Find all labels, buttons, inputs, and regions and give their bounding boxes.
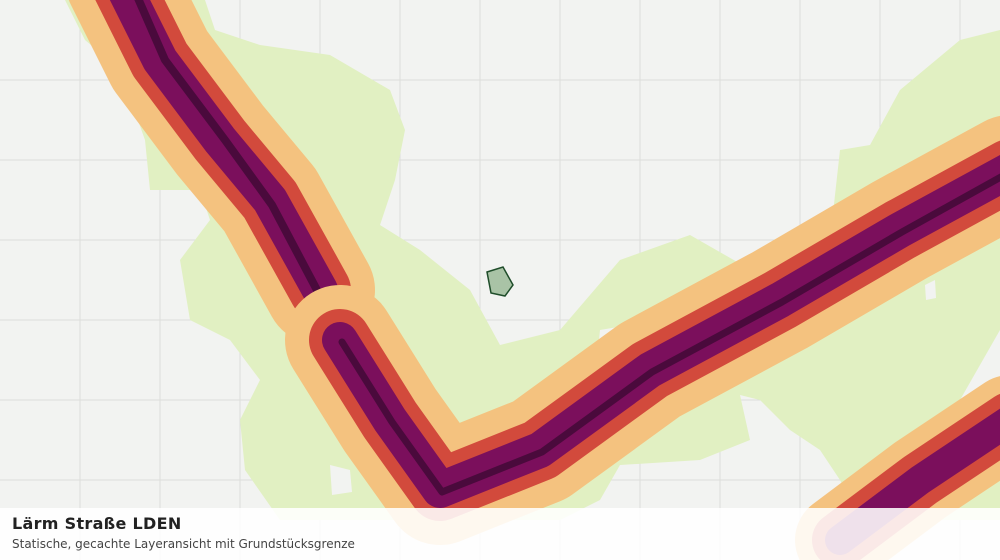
noise-road-b: [285, 116, 1000, 545]
legend-panel: Lärm Straße LDEN Statische, gecachte Lay…: [0, 508, 1000, 560]
map-title: Lärm Straße LDEN: [12, 514, 182, 533]
map-subtitle: Statische, gecachte Layeransicht mit Gru…: [12, 537, 355, 551]
noise-road-a: [69, 0, 375, 345]
parcel-boundary: [486, 266, 514, 297]
noise-zone-low: [65, 0, 1000, 520]
